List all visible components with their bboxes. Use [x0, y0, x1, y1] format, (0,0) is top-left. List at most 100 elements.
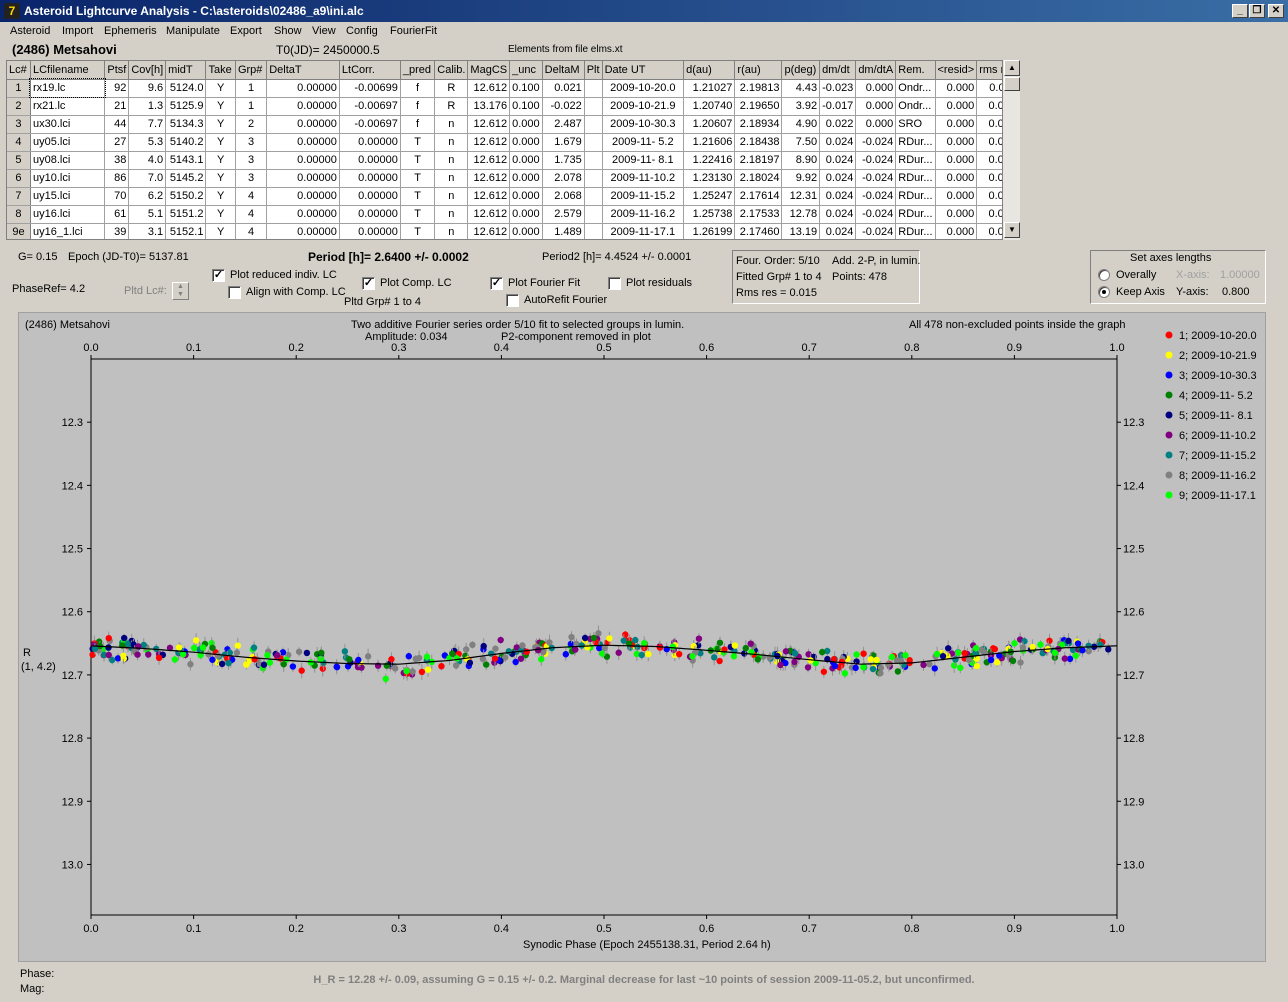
table-cell[interactable]: 2.18438	[734, 133, 783, 152]
table-cell[interactable]: R	[434, 97, 469, 116]
table-cell[interactable]: 44	[104, 115, 130, 134]
table-cell[interactable]: 2009-10-21.9	[602, 97, 685, 116]
table-cell[interactable]: ux30.lci	[30, 115, 106, 134]
table-cell[interactable]: 0.024	[819, 133, 857, 152]
table-cell[interactable]: RDur...	[895, 187, 936, 206]
table-cell[interactable]: 2009-11-17.1	[602, 223, 685, 239]
table-cell[interactable]: 0.024	[819, 151, 857, 170]
table-cell[interactable]: RDur...	[895, 223, 936, 239]
menu-ephemeris[interactable]: Ephemeris	[104, 25, 157, 37]
column-header[interactable]: Calib.	[434, 61, 469, 80]
column-header[interactable]: d(au)	[683, 61, 736, 80]
align-comp-checkbox[interactable]	[228, 286, 241, 299]
column-header[interactable]: Plt	[584, 61, 603, 80]
table-cell[interactable]: 5.1	[128, 205, 167, 224]
table-cell[interactable]: -0.00697	[339, 97, 401, 116]
keep-axis-radio[interactable]	[1098, 286, 1110, 298]
table-cell[interactable]: 5134.3	[165, 115, 207, 134]
column-header[interactable]: Rem.	[895, 61, 936, 80]
table-cell[interactable]	[584, 187, 603, 206]
row-header[interactable]: 6	[7, 169, 31, 188]
table-scrollbar[interactable]: ▲ ▼	[1002, 60, 1020, 240]
table-row[interactable]: 9e uy16_1.lci 39 3.1 5152.1 Y 4 0.00000 0.00000 T…	[7, 223, 1019, 239]
column-header[interactable]: Ptsf	[104, 61, 130, 80]
table-cell[interactable]: 92	[104, 79, 130, 98]
table-cell[interactable]: 2009-11-15.2	[602, 187, 685, 206]
scroll-down-icon[interactable]: ▼	[1004, 222, 1020, 238]
column-header[interactable]: LtCorr.	[339, 61, 401, 80]
table-cell[interactable]: 7.0	[128, 169, 167, 188]
table-cell[interactable]: 1.26199	[683, 223, 736, 239]
table-cell[interactable]: 5151.2	[165, 205, 207, 224]
table-cell[interactable]: 61	[104, 205, 130, 224]
table-cell[interactable]: 12.612	[467, 115, 511, 134]
row-header[interactable]: 5	[7, 151, 31, 170]
y-axis-value[interactable]: 0.800	[1222, 286, 1250, 298]
table-cell[interactable]: Y	[205, 97, 236, 116]
table-cell[interactable]: 0.000	[509, 151, 543, 170]
table-cell[interactable]: 2009-10-30.3	[602, 115, 685, 134]
table-cell[interactable]: 0.00000	[266, 205, 340, 224]
table-cell[interactable]: -0.024	[855, 169, 897, 188]
table-cell[interactable]: 27	[104, 133, 130, 152]
table-cell[interactable]: 5140.2	[165, 133, 207, 152]
table-cell[interactable]: n	[434, 223, 469, 239]
table-cell[interactable]: 39	[104, 223, 130, 239]
row-header[interactable]: 4	[7, 133, 31, 152]
table-cell[interactable]	[584, 97, 603, 116]
menu-asteroid[interactable]: Asteroid	[10, 25, 51, 37]
table-cell[interactable]: RDur...	[895, 169, 936, 188]
table-cell[interactable]: Ondr...	[895, 97, 936, 116]
column-header[interactable]: <resid>	[935, 61, 978, 80]
table-cell[interactable]: 1.23130	[683, 169, 736, 188]
table-cell[interactable]: 0.000	[935, 133, 978, 152]
column-header[interactable]: Take	[205, 61, 236, 80]
scroll-up-icon[interactable]: ▲	[1004, 60, 1020, 76]
table-cell[interactable]: Y	[205, 79, 236, 98]
row-header[interactable]: 3	[7, 115, 31, 134]
table-cell[interactable]: 2009-11- 5.2	[602, 133, 685, 152]
table-cell[interactable]: n	[434, 151, 469, 170]
table-cell[interactable]: T	[400, 187, 436, 206]
table-cell[interactable]: 3	[235, 151, 268, 170]
column-header[interactable]: p(deg)	[781, 61, 821, 80]
table-cell[interactable]: 9.6	[128, 79, 167, 98]
table-cell[interactable]: 0.00000	[266, 223, 340, 239]
table-cell[interactable]: 3	[235, 169, 268, 188]
table-cell[interactable]: 4.0	[128, 151, 167, 170]
table-cell[interactable]: 4	[235, 187, 268, 206]
table-cell[interactable]: 1.735	[542, 151, 585, 170]
table-cell[interactable]: 4.43	[781, 79, 821, 98]
table-cell[interactable]: 0.00000	[266, 97, 340, 116]
table-cell[interactable]: f	[400, 79, 436, 98]
column-header[interactable]: r(au)	[734, 61, 783, 80]
table-cell[interactable]: 8.90	[781, 151, 821, 170]
table-cell[interactable]: 2009-11- 8.1	[602, 151, 685, 170]
table-cell[interactable]: 0.024	[819, 205, 857, 224]
table-cell[interactable]: 0.024	[819, 169, 857, 188]
table-cell[interactable]: 12.612	[467, 187, 511, 206]
table-cell[interactable]: 0.000	[509, 133, 543, 152]
table-cell[interactable]: 0.000	[935, 205, 978, 224]
table-cell[interactable]: 2.18024	[734, 169, 783, 188]
table-cell[interactable]: 6.2	[128, 187, 167, 206]
column-header[interactable]: dm/dtA	[855, 61, 897, 80]
row-header[interactable]: 1	[7, 79, 31, 98]
table-cell[interactable]	[584, 169, 603, 188]
table-cell[interactable]: 0.00000	[339, 205, 401, 224]
table-cell[interactable]: 12.612	[467, 223, 511, 239]
table-cell[interactable]: n	[434, 187, 469, 206]
menu-show[interactable]: Show	[274, 25, 302, 37]
menu-manipulate[interactable]: Manipulate	[166, 25, 220, 37]
autorefit-checkbox[interactable]	[506, 294, 519, 307]
table-cell[interactable]: 0.021	[542, 79, 585, 98]
table-cell[interactable]: 5143.1	[165, 151, 207, 170]
restore-button[interactable]: ❐	[1249, 4, 1265, 18]
table-cell[interactable]: Y	[205, 223, 236, 239]
table-cell[interactable]: -0.023	[819, 79, 857, 98]
table-cell[interactable]: 1.25247	[683, 187, 736, 206]
table-cell[interactable]: 4	[235, 223, 268, 239]
table-cell[interactable]: 1.20740	[683, 97, 736, 116]
table-cell[interactable]: 0.000	[935, 169, 978, 188]
